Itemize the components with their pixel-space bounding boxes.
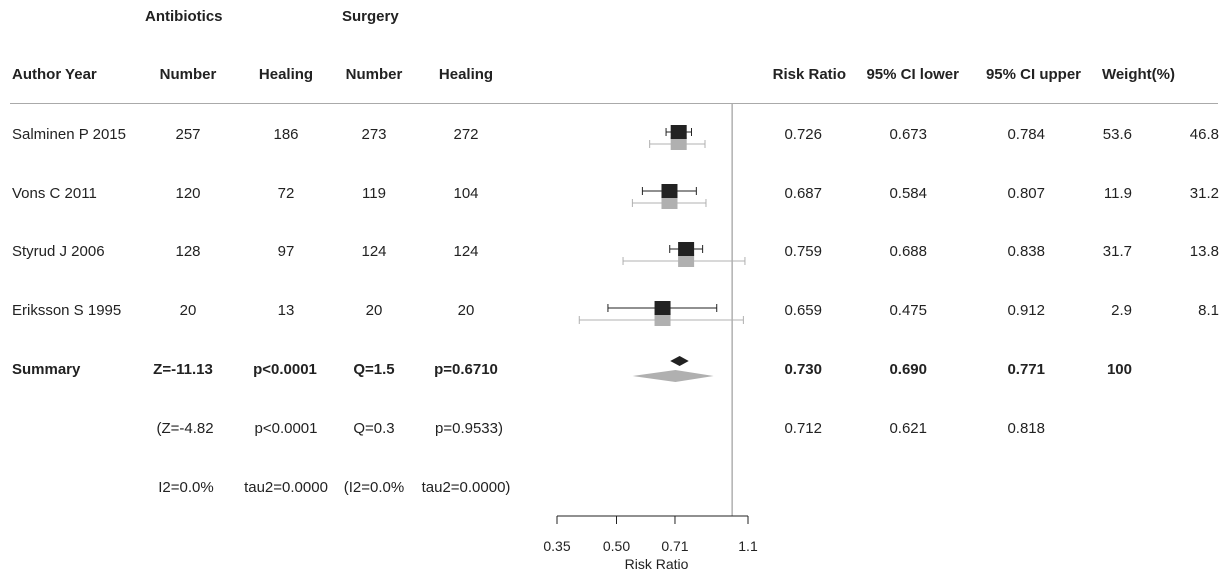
- x-tick-label: 0.71: [661, 538, 688, 554]
- ci-lower: 0.584: [889, 185, 927, 202]
- col-header-weight: Weight(%): [1101, 66, 1175, 83]
- g2-healing: 272: [453, 126, 479, 143]
- g2-healing: 20: [457, 302, 475, 319]
- heterogeneity-tau2-random: tau2=0.0000): [421, 479, 511, 496]
- summary-random-diamond: [632, 370, 714, 382]
- random-ci-lower: 0.621: [889, 420, 927, 437]
- random-box: [654, 313, 671, 326]
- random-z: (Z=-4.82: [156, 420, 214, 437]
- g2-number: 124: [361, 243, 387, 260]
- summary-pq: p=0.6710: [434, 361, 498, 378]
- summary-label: Summary: [12, 361, 81, 378]
- col-header-g1-number: Number: [159, 66, 217, 83]
- heterogeneity-tau2: tau2=0.0000: [244, 479, 328, 496]
- g1-number: 20: [179, 302, 197, 319]
- g1-number: 257: [175, 126, 201, 143]
- weight-random: 46.8: [1189, 126, 1219, 143]
- x-tick-label: 0.50: [603, 538, 630, 554]
- g2-healing: 124: [453, 243, 479, 260]
- col-header-g2-healing: Healing: [438, 66, 494, 83]
- summary-rr: 0.730: [784, 361, 822, 378]
- col-header-ci-lower: 95% CI lower: [866, 66, 959, 83]
- col-header-g1-healing: Healing: [258, 66, 314, 83]
- x-tick-label: 1.1: [738, 538, 758, 554]
- heterogeneity-i2: I2=0.0%: [158, 479, 214, 496]
- random-ci-upper: 0.818: [1007, 420, 1045, 437]
- random-p: p<0.0001: [254, 420, 318, 437]
- x-axis-label: Risk Ratio: [625, 556, 689, 572]
- ci-lower: 0.688: [889, 243, 927, 260]
- weight-fixed: 31.7: [1102, 243, 1132, 260]
- weight-fixed: 11.9: [1103, 185, 1132, 202]
- summary-weight: 100: [1106, 361, 1132, 378]
- g1-number: 128: [175, 243, 201, 260]
- col-header-g2-number: Number: [345, 66, 403, 83]
- fixed-box: [654, 301, 671, 315]
- study-name: Salminen P 2015: [12, 126, 126, 143]
- weight-fixed: 53.6: [1102, 126, 1132, 143]
- study-name: Styrud J 2006: [12, 243, 105, 260]
- risk-ratio: 0.759: [784, 243, 822, 260]
- ci-lower: 0.673: [889, 126, 927, 143]
- header-rule: [10, 103, 1218, 104]
- study-name: Eriksson S 1995: [12, 302, 122, 319]
- risk-ratio: 0.687: [784, 185, 822, 202]
- g2-number: 273: [361, 126, 387, 143]
- random-pq: p=0.9533): [435, 420, 503, 437]
- col-header-study: Author Year: [12, 66, 97, 83]
- col-header-ci-upper: 95% CI upper: [985, 66, 1081, 83]
- summary-p: p<0.0001: [253, 361, 317, 378]
- summary-q: Q=1.5: [353, 361, 395, 378]
- study-name: Vons C 2011: [12, 185, 97, 202]
- random-box: [661, 196, 678, 209]
- fixed-box: [678, 242, 695, 256]
- summary-ci-lower: 0.690: [889, 361, 927, 378]
- summary-fixed-diamond: [670, 356, 689, 366]
- weight-random: 8.1: [1198, 302, 1219, 319]
- heterogeneity-i2-random: (I2=0.0%: [343, 479, 405, 496]
- weight-random: 31.2: [1189, 185, 1219, 202]
- g2-healing: 104: [453, 185, 479, 202]
- g2-number: 119: [362, 185, 386, 202]
- group-header-surgery: Surgery: [342, 8, 399, 25]
- group-header-antibiotics: Antibiotics: [145, 8, 223, 25]
- g2-number: 20: [365, 302, 383, 319]
- g1-healing: 13: [277, 302, 295, 319]
- random-box: [670, 137, 687, 150]
- ci-upper: 0.784: [1007, 126, 1045, 143]
- random-box: [678, 254, 695, 267]
- random-q: Q=0.3: [353, 420, 395, 437]
- ci-upper: 0.912: [1007, 302, 1045, 319]
- summary-z: Z=-11.13: [153, 361, 213, 378]
- summary-ci-upper: 0.771: [1007, 361, 1045, 378]
- g1-healing: 186: [273, 126, 299, 143]
- g1-number: 120: [175, 185, 201, 202]
- risk-ratio: 0.659: [784, 302, 822, 319]
- g1-healing: 72: [277, 185, 295, 202]
- ci-upper: 0.807: [1007, 185, 1045, 202]
- g1-healing: 97: [277, 243, 295, 260]
- weight-random: 13.8: [1189, 243, 1219, 260]
- risk-ratio: 0.726: [784, 126, 822, 143]
- col-header-risk-ratio: Risk Ratio: [772, 66, 846, 83]
- weight-fixed: 2.9: [1111, 302, 1132, 319]
- random-rr: 0.712: [784, 420, 822, 437]
- ci-upper: 0.838: [1007, 243, 1045, 260]
- fixed-box: [661, 184, 678, 198]
- x-tick-label: 0.35: [543, 538, 570, 554]
- fixed-box: [670, 125, 687, 139]
- ci-lower: 0.475: [889, 302, 927, 319]
